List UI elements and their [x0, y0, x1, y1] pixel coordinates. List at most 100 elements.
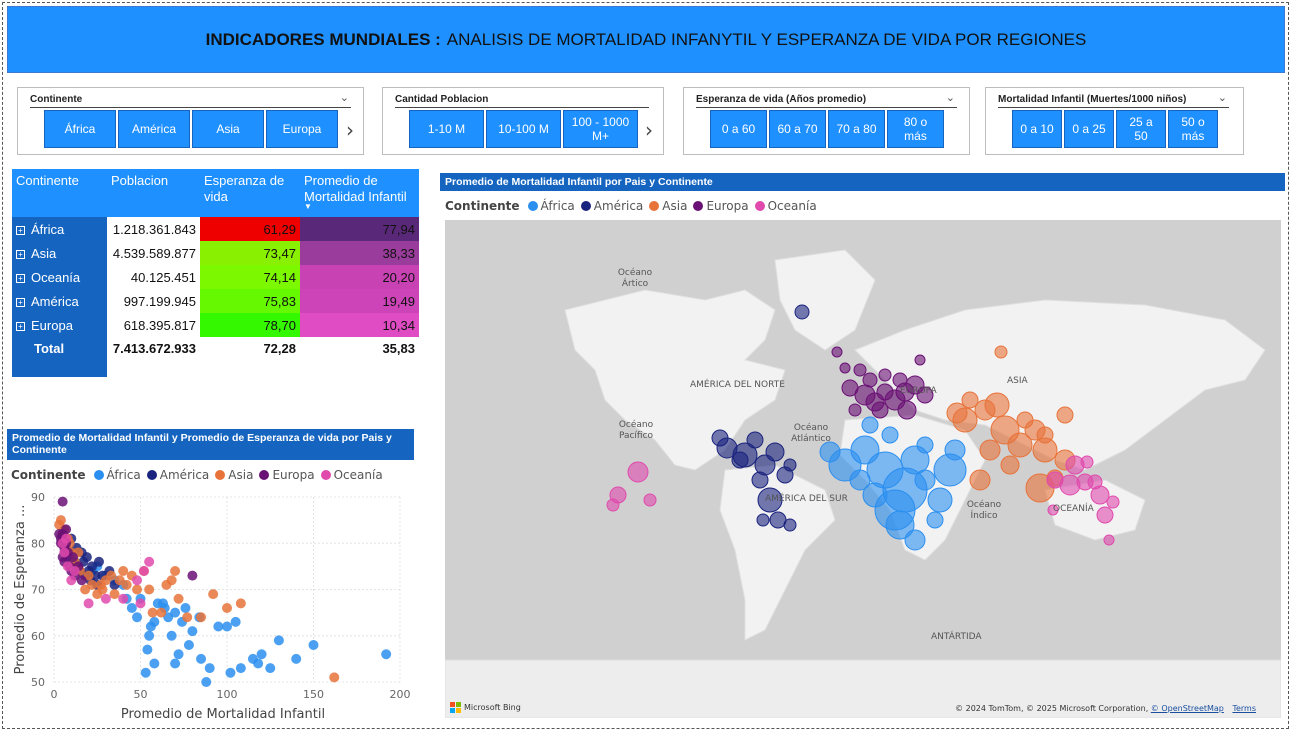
column-header-continente[interactable]: Continente — [12, 169, 107, 217]
map-bubble[interactable] — [885, 510, 915, 540]
scatter-point[interactable] — [157, 598, 168, 609]
map-bubble[interactable] — [944, 439, 966, 461]
slicer-option-70-80[interactable]: 70 a 80 — [828, 110, 885, 148]
scatter-point[interactable] — [61, 524, 72, 535]
map-bubble[interactable] — [900, 445, 930, 475]
legend-item[interactable]: Asia — [649, 199, 687, 213]
map-bubble[interactable] — [914, 354, 926, 366]
table-row[interactable]: + Europa 618.395.817 78,70 10,34 — [12, 313, 419, 337]
scatter-point[interactable] — [142, 644, 153, 655]
column-header-esperanza[interactable]: Esperanza de vida — [200, 169, 300, 217]
slicer-option-100-1000m[interactable]: 100 - 1000 M+ — [563, 110, 638, 148]
scatter-point[interactable] — [308, 640, 319, 650]
map-bubble[interactable] — [897, 400, 917, 420]
scatter-point[interactable] — [196, 612, 207, 623]
scatter-point[interactable] — [235, 598, 246, 609]
scatter-point[interactable] — [196, 653, 207, 664]
map-bubble[interactable] — [946, 402, 968, 424]
legend-item[interactable]: África — [93, 468, 141, 482]
map-bubble[interactable] — [994, 345, 1008, 359]
table-row[interactable]: + África 1.218.361.843 61,29 77,94 — [12, 217, 419, 241]
scatter-point[interactable] — [95, 579, 106, 590]
map-bubble[interactable] — [1047, 504, 1059, 516]
slicer-option-80-mas[interactable]: 80 o más — [887, 110, 944, 148]
map-bubble[interactable] — [969, 469, 991, 491]
slicer-option-50-mas[interactable]: 50 o más — [1168, 110, 1218, 148]
map-bubble[interactable] — [1059, 474, 1081, 496]
scatter-point[interactable] — [135, 598, 146, 609]
legend-item[interactable]: América — [580, 199, 643, 213]
slicer-option-0-25[interactable]: 0 a 25 — [1064, 110, 1114, 148]
scatter-point[interactable] — [145, 621, 156, 632]
map-bubble[interactable] — [1007, 432, 1033, 458]
row-continente[interactable]: + Oceanía — [12, 265, 107, 289]
map-bubble[interactable] — [961, 391, 979, 409]
scatter-point[interactable] — [201, 677, 212, 687]
map-bubble[interactable] — [839, 362, 851, 374]
map-bubble[interactable] — [979, 439, 1001, 461]
scatter-point[interactable] — [149, 658, 160, 669]
scatter-point[interactable] — [273, 635, 284, 646]
map-bubble[interactable] — [1096, 506, 1114, 524]
legend-item[interactable]: Asia — [215, 468, 253, 482]
openstreetmap-link[interactable]: © OpenStreetMap — [1150, 704, 1224, 713]
map-bubble[interactable] — [926, 511, 944, 529]
slicer-option-10-100m[interactable]: 10-100 M — [486, 110, 561, 148]
expand-icon[interactable]: + — [16, 225, 25, 235]
slicer-option-america[interactable]: América — [118, 110, 190, 148]
map-bubble[interactable] — [1016, 411, 1034, 429]
map-bubble[interactable] — [1000, 455, 1020, 475]
table-row[interactable]: + Asia 4.539.589.877 73,47 38,33 — [12, 241, 419, 265]
scatter-point[interactable] — [170, 658, 181, 669]
expand-icon[interactable]: + — [16, 297, 25, 307]
row-continente[interactable]: + Asia — [12, 241, 107, 265]
scatter-point[interactable] — [126, 603, 137, 613]
map-bubble[interactable] — [765, 442, 785, 462]
map-bubble[interactable] — [927, 487, 953, 513]
slicer-option-25-50[interactable]: 25 a 50 — [1116, 110, 1166, 148]
map-bubble[interactable] — [643, 493, 657, 507]
expand-icon[interactable]: + — [16, 249, 25, 259]
map-bubble[interactable] — [916, 436, 934, 454]
map-bubble[interactable] — [871, 401, 889, 419]
scatter-point[interactable] — [265, 663, 276, 674]
map-bubble[interactable] — [783, 458, 797, 472]
map-bubble[interactable] — [746, 431, 764, 449]
map-bubble[interactable] — [783, 518, 797, 532]
scatter-point[interactable] — [156, 607, 167, 618]
table-row[interactable]: + Oceanía 40.125.451 74,14 20,20 — [12, 265, 419, 289]
map-bubble[interactable] — [1080, 455, 1094, 469]
map-bubble[interactable] — [1103, 534, 1115, 546]
map-bubble[interactable] — [904, 529, 926, 551]
scatter-point[interactable] — [144, 556, 155, 567]
scatter-point[interactable] — [59, 547, 70, 558]
slicer-option-0-10[interactable]: 0 a 10 — [1012, 110, 1062, 148]
legend-item[interactable]: Oceanía — [320, 468, 383, 482]
scatter-point[interactable] — [138, 566, 149, 576]
scatter-point[interactable] — [109, 589, 120, 600]
scatter-point[interactable] — [100, 593, 111, 604]
map-bubble[interactable] — [794, 304, 810, 320]
scatter-point[interactable] — [81, 552, 92, 563]
scatter-point[interactable] — [170, 607, 181, 618]
terms-link[interactable]: Terms — [1232, 704, 1256, 713]
scatter-point[interactable] — [204, 663, 215, 674]
map-bubble[interactable] — [849, 469, 871, 491]
map-bubble[interactable] — [831, 346, 843, 358]
scatter-point[interactable] — [161, 579, 172, 590]
scatter-point[interactable] — [170, 566, 181, 576]
map-bubble[interactable] — [848, 403, 862, 417]
map-bubble[interactable] — [892, 372, 908, 388]
expand-icon[interactable]: + — [16, 321, 25, 331]
scatter-point[interactable] — [132, 575, 143, 586]
legend-item[interactable]: América — [146, 468, 209, 482]
slicer-option-asia[interactable]: Asia — [192, 110, 264, 148]
slicer-option-africa[interactable]: África — [44, 110, 116, 148]
scatter-point[interactable] — [132, 612, 143, 623]
map-bubble[interactable] — [751, 471, 769, 489]
legend-item[interactable]: Oceanía — [754, 199, 817, 213]
column-header-poblacion[interactable]: Poblacion — [107, 169, 200, 217]
map-bubble[interactable] — [881, 426, 899, 444]
map-bubble[interactable] — [819, 441, 841, 463]
map-bubble[interactable] — [853, 363, 867, 377]
